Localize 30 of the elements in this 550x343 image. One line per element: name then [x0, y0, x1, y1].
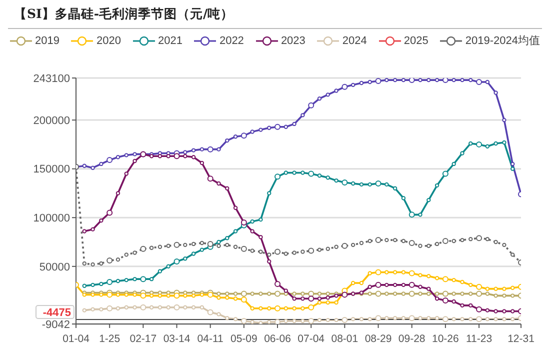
y-tick-label: 50000 — [39, 261, 70, 274]
y-tick-label: 100000 — [33, 212, 70, 225]
legend-label: 2020 — [96, 34, 121, 46]
y-tick-label: 200000 — [33, 114, 70, 127]
x-tick-label: 11-23 — [466, 333, 492, 343]
chart-title: 【SI】多晶硅-毛利润季节图（元/吨） — [14, 6, 234, 22]
y-tick-label: 150000 — [33, 164, 70, 176]
legend-label: 2021 — [158, 34, 182, 46]
x-tick-label: 08-29 — [364, 333, 392, 343]
x-tick-label: 06-06 — [264, 333, 292, 343]
x-tick-label: 12-31 — [508, 333, 535, 343]
x-tick-label: 03-14 — [163, 333, 190, 343]
x-tick-label: 08-01 — [331, 333, 358, 343]
x-tick-label: 01-04 — [62, 333, 90, 343]
legend-label: 2025 — [404, 34, 428, 46]
x-tick-label: 10-26 — [432, 333, 460, 343]
ref-line-label: -4475 — [42, 307, 71, 320]
x-tick-label: 07-04 — [298, 333, 325, 343]
x-tick-label: 05-09 — [230, 333, 258, 343]
x-tick-label: 02-17 — [130, 333, 157, 343]
legend-label: 2024 — [342, 34, 367, 46]
legend-label: 2019 — [35, 34, 60, 46]
legend-label: 2022 — [219, 34, 244, 46]
x-tick-label: 04-11 — [197, 333, 224, 343]
x-tick-label: 09-28 — [398, 333, 426, 343]
x-tick-label: 1-25 — [99, 333, 120, 343]
y-tick-label: -9042 — [42, 318, 70, 331]
legend-label: 2019-2024均值 — [465, 34, 540, 48]
legend-label: 2023 — [280, 34, 306, 46]
y-tick-label: 243100 — [33, 72, 70, 85]
